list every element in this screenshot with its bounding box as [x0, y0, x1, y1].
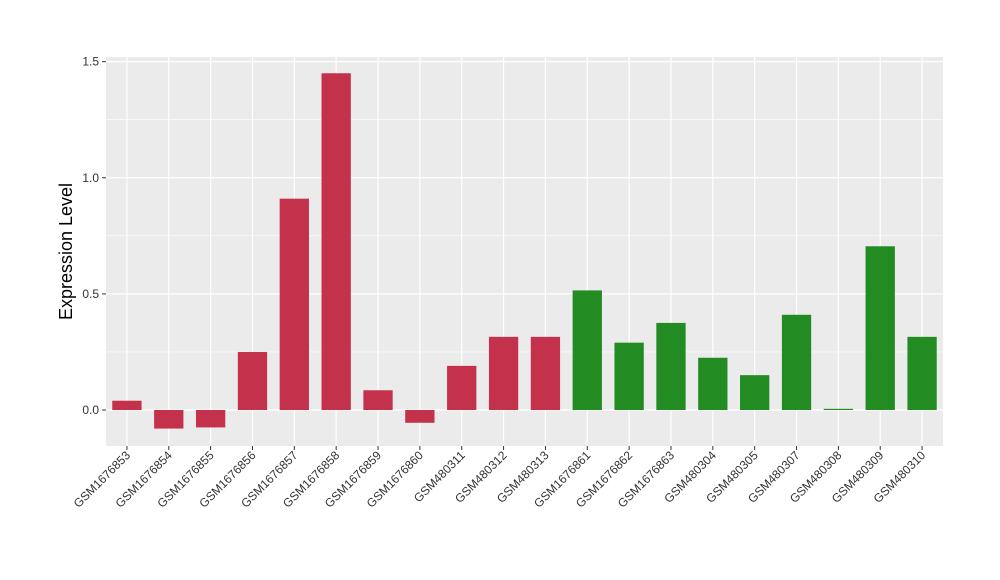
- bar-GSM480304: [698, 357, 728, 411]
- bar-GSM1676863: [656, 322, 686, 411]
- y-axis: 0.0 0.5 1.0 1.5: [82, 55, 106, 417]
- bar-GSM1676860: [405, 410, 435, 423]
- bar-GSM1676853: [112, 400, 142, 411]
- bar-GSM480311: [447, 365, 477, 411]
- y-tick-label-2: 1.0: [82, 171, 99, 185]
- y-tick-label-1: 0.5: [82, 287, 99, 301]
- y-tick-label-3: 1.5: [82, 55, 99, 69]
- x-axis: GSM1676853GSM1676854GSM1676855GSM1676856…: [71, 446, 928, 510]
- bar-GSM1676855: [195, 410, 226, 428]
- y-axis-title: Expression Level: [56, 183, 76, 320]
- bar-GSM1676861: [572, 290, 602, 411]
- plot-panel: [106, 57, 943, 446]
- bar-GSM480305: [740, 375, 770, 411]
- bar-GSM1676859: [363, 390, 393, 411]
- bar-GSM1676857: [279, 198, 309, 411]
- bar-GSM480309: [865, 246, 895, 411]
- bar-GSM1676856: [237, 351, 268, 411]
- bars-group: [112, 73, 937, 429]
- bar-GSM480313: [530, 336, 561, 411]
- bar-GSM1676858: [321, 73, 351, 411]
- bar-GSM480307: [781, 314, 812, 411]
- y-tick-label-0: 0.0: [82, 403, 99, 417]
- bar-GSM480308: [823, 408, 854, 411]
- bar-GSM480312: [488, 336, 519, 411]
- bar-GSM1676854: [154, 410, 184, 429]
- bar-GSM1676862: [614, 342, 644, 411]
- bar-GSM480310: [907, 336, 937, 411]
